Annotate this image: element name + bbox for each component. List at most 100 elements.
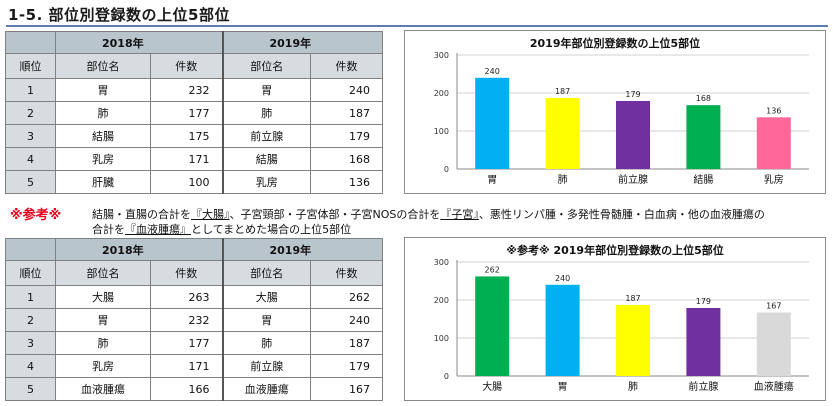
table-row: 2 肺 177 肺 187 [5, 101, 383, 125]
count-2018: 263 [150, 285, 223, 309]
site-name-2019: 血液腫瘍 [221, 377, 311, 401]
col-header-count-2018: 件数 [150, 260, 223, 286]
table-row: 3 肺 177 肺 187 [5, 331, 383, 355]
site-name-2018: 血液腫瘍 [55, 377, 151, 401]
col-header-count-2019: 件数 [310, 53, 383, 79]
site-name-2019: 結腸 [221, 147, 311, 171]
year-header-2018: 2018年 [55, 31, 223, 54]
y-tick-label: 300 [434, 51, 449, 60]
col-header-rank: 順位 [5, 53, 56, 79]
count-2019: 179 [310, 354, 383, 378]
note-line2-post: としてまとめた場合の上位5部位 [191, 223, 352, 236]
table-year-row: 2018年 2019年 [5, 238, 383, 261]
count-2018: 232 [150, 308, 223, 332]
site-name-2018: 乳房 [55, 147, 151, 171]
rank-number: 3 [5, 124, 56, 148]
count-2019: 240 [310, 78, 383, 102]
x-tick-label: 血液腫瘍 [754, 380, 794, 393]
col-header-site-2019: 部位名 [221, 53, 311, 79]
col-header-site-2018: 部位名 [55, 260, 151, 286]
rank-number: 4 [5, 147, 56, 171]
col-header-count-2018: 件数 [150, 53, 223, 79]
bar-結腸 [686, 105, 721, 169]
count-2018: 177 [150, 101, 223, 125]
note-line2-term-ketsueki: 『血液腫瘍』 [125, 223, 191, 236]
reference-note-line2: 合計を『血液腫瘍』としてまとめた場合の上位5部位 [92, 221, 351, 237]
ranking-table-reference: 2018年 2019年 順位 部位名 件数 部位名 件数 1 大腸 263 大腸 262… [5, 238, 383, 401]
rank-number: 1 [5, 78, 56, 102]
site-name-2019: 前立腺 [221, 354, 311, 378]
note-line2-pre: 合計を [92, 223, 125, 236]
x-tick-label: 大腸 [482, 380, 502, 393]
table-row: 5 肝臓 100 乳房 136 [5, 170, 383, 194]
col-header-site-2018: 部位名 [55, 53, 151, 79]
table-column-header-row: 順位 部位名 件数 部位名 件数 [5, 53, 383, 79]
site-name-2019: 胃 [221, 308, 311, 332]
count-2019: 167 [310, 377, 383, 401]
site-name-2018: 胃 [55, 78, 151, 102]
table-corner [5, 31, 56, 54]
table-row: 3 結腸 175 前立腺 179 [5, 124, 383, 148]
rank-number: 5 [5, 377, 56, 401]
chart-2019-reference-top5: ※参考※ 2019年部位別登録数の上位5部位 0 100 200 300 262 大腸 240… [404, 237, 826, 401]
year-header-2019: 2019年 [221, 31, 383, 54]
note-line1-term-shikyu: 『子宮』 [440, 208, 479, 221]
bar-乳房 [756, 117, 791, 169]
site-name-2018: 大腸 [55, 285, 151, 309]
chart-2019-top5-svg: 2019年部位別登録数の上位5部位 0 100 200 300 240 胃 187 肺 179 前立… [434, 36, 809, 186]
count-2019: 187 [310, 331, 383, 355]
count-2019: 262 [310, 285, 383, 309]
rank-number: 2 [5, 308, 56, 332]
count-2019: 240 [310, 308, 383, 332]
table-row: 1 大腸 263 大腸 262 [5, 285, 383, 309]
col-header-site-2019: 部位名 [221, 260, 311, 286]
count-2018: 171 [150, 147, 223, 171]
page-title: 1-5. 部位別登録数の上位5部位 [8, 6, 230, 24]
table-row: 1 胃 232 胃 240 [5, 78, 383, 102]
site-name-2019: 前立腺 [221, 124, 311, 148]
site-name-2018: 肺 [55, 101, 151, 125]
rank-number: 2 [5, 101, 56, 125]
bar-胃 [545, 284, 580, 376]
data-label: 240 [485, 67, 500, 76]
count-2018: 100 [150, 170, 223, 194]
chart-title: ※参考※ 2019年部位別登録数の上位5部位 [506, 243, 724, 257]
count-2019: 179 [310, 124, 383, 148]
count-2019: 187 [310, 101, 383, 125]
col-header-rank: 順位 [5, 260, 56, 286]
x-tick-label: 前立腺 [618, 173, 648, 186]
site-name-2018: 肺 [55, 331, 151, 355]
chart-2019-reference-svg: ※参考※ 2019年部位別登録数の上位5部位 0 100 200 300 262 大腸 240… [434, 243, 809, 393]
table-row: 5 血液腫瘍 166 血液腫瘍 167 [5, 377, 383, 401]
data-label: 187 [555, 87, 570, 96]
note-line1-term-daicho: 『大腸』 [191, 208, 230, 221]
year-header-2018: 2018年 [55, 238, 223, 261]
x-tick-label: 前立腺 [688, 380, 718, 393]
count-2018: 232 [150, 78, 223, 102]
year-header-2019: 2019年 [221, 238, 383, 261]
bar-胃 [475, 77, 510, 169]
rank-number: 5 [5, 170, 56, 194]
rank-number: 3 [5, 331, 56, 355]
table-corner [5, 238, 56, 261]
note-line1-post: 、悪性リンパ腫・多発性骨髄腫・白血病・他の血液腫瘍の [478, 208, 765, 221]
site-name-2019: 肺 [221, 101, 311, 125]
title-rule [6, 25, 828, 27]
table-row: 4 乳房 171 結腸 168 [5, 147, 383, 171]
rank-number: 1 [5, 285, 56, 309]
site-name-2018: 乳房 [55, 354, 151, 378]
data-label: 136 [766, 106, 781, 115]
data-label: 168 [696, 94, 711, 103]
count-2019: 168 [310, 147, 383, 171]
y-tick-label: 0 [444, 165, 449, 174]
count-2019: 136 [310, 170, 383, 194]
table-column-header-row: 順位 部位名 件数 部位名 件数 [5, 260, 383, 286]
col-header-count-2019: 件数 [310, 260, 383, 286]
table-row: 4 乳房 171 前立腺 179 [5, 354, 383, 378]
data-label: 262 [485, 265, 500, 274]
site-name-2019: 乳房 [221, 170, 311, 194]
bar-肺 [545, 97, 580, 169]
count-2018: 166 [150, 377, 223, 401]
bar-前立腺 [686, 307, 721, 376]
site-name-2018: 肝臓 [55, 170, 151, 194]
